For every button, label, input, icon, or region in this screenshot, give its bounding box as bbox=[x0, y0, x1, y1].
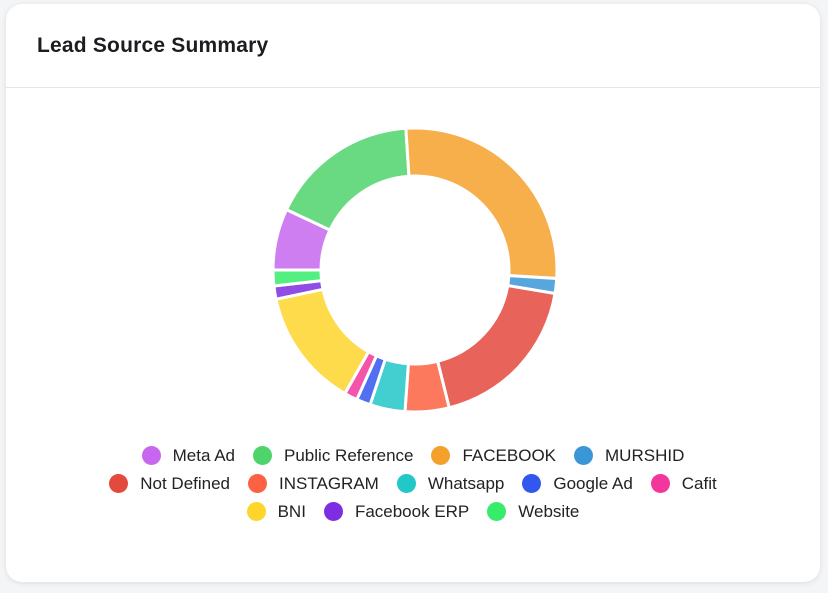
legend-item[interactable]: Website bbox=[487, 502, 579, 521]
legend-item[interactable]: Whatsapp bbox=[396, 473, 505, 493]
legend-label: INSTAGRAM bbox=[279, 473, 379, 493]
legend-label: Whatsapp bbox=[427, 473, 505, 493]
legend-swatch bbox=[141, 446, 161, 465]
legend-label: Public Reference bbox=[284, 445, 414, 465]
legend-label: Not Defined bbox=[140, 473, 231, 493]
legend-label: Meta Ad bbox=[172, 445, 236, 465]
legend-item[interactable]: Cafit bbox=[650, 473, 717, 493]
legend-label: FACEBOOK bbox=[462, 445, 557, 465]
legend-swatch bbox=[323, 502, 343, 521]
legend: Meta Ad Public Reference FACEBOOK MURSHID No… bbox=[80, 446, 746, 521]
legend-swatch bbox=[487, 502, 507, 521]
legend-item[interactable]: Meta Ad bbox=[141, 445, 236, 465]
legend-item[interactable]: BNI bbox=[246, 501, 306, 521]
legend-swatch bbox=[253, 446, 273, 465]
legend-item[interactable]: FACEBOOK bbox=[431, 446, 556, 465]
card-header: Lead Source Summary bbox=[6, 4, 820, 88]
legend-label: MURSHID bbox=[605, 445, 685, 465]
legend-item[interactable]: Not Defined bbox=[109, 474, 230, 493]
legend-swatch bbox=[248, 474, 268, 493]
donut-chart bbox=[271, 126, 559, 414]
donut-segment[interactable] bbox=[284, 126, 411, 233]
legend-swatch bbox=[650, 474, 670, 493]
legend-label: Facebook ERP bbox=[354, 501, 470, 521]
card: Lead Source Summary Meta Ad Public Refere… bbox=[6, 4, 820, 582]
legend-item[interactable]: Facebook ERP bbox=[323, 501, 470, 521]
legend-label: BNI bbox=[277, 501, 306, 521]
donut-segment[interactable] bbox=[435, 283, 557, 410]
legend-item[interactable]: MURSHID bbox=[574, 446, 684, 465]
card-title: Lead Source Summary bbox=[37, 34, 269, 57]
legend-label: Google Ad bbox=[553, 473, 633, 493]
legend-item[interactable]: Public Reference bbox=[253, 446, 413, 465]
legend-swatch bbox=[574, 446, 594, 465]
legend-swatch bbox=[246, 502, 266, 521]
legend-label: Website bbox=[518, 501, 580, 521]
donut-segment[interactable] bbox=[274, 287, 371, 396]
legend-swatch bbox=[522, 474, 542, 493]
donut-segment[interactable] bbox=[271, 268, 324, 288]
legend-swatch bbox=[109, 474, 129, 493]
legend-item[interactable]: INSTAGRAM bbox=[248, 474, 379, 493]
legend-label: Cafit bbox=[681, 473, 717, 493]
legend-item[interactable]: Google Ad bbox=[522, 473, 633, 493]
legend-swatch bbox=[431, 446, 451, 465]
donut-segment[interactable] bbox=[404, 126, 559, 281]
legend-swatch bbox=[396, 474, 416, 493]
